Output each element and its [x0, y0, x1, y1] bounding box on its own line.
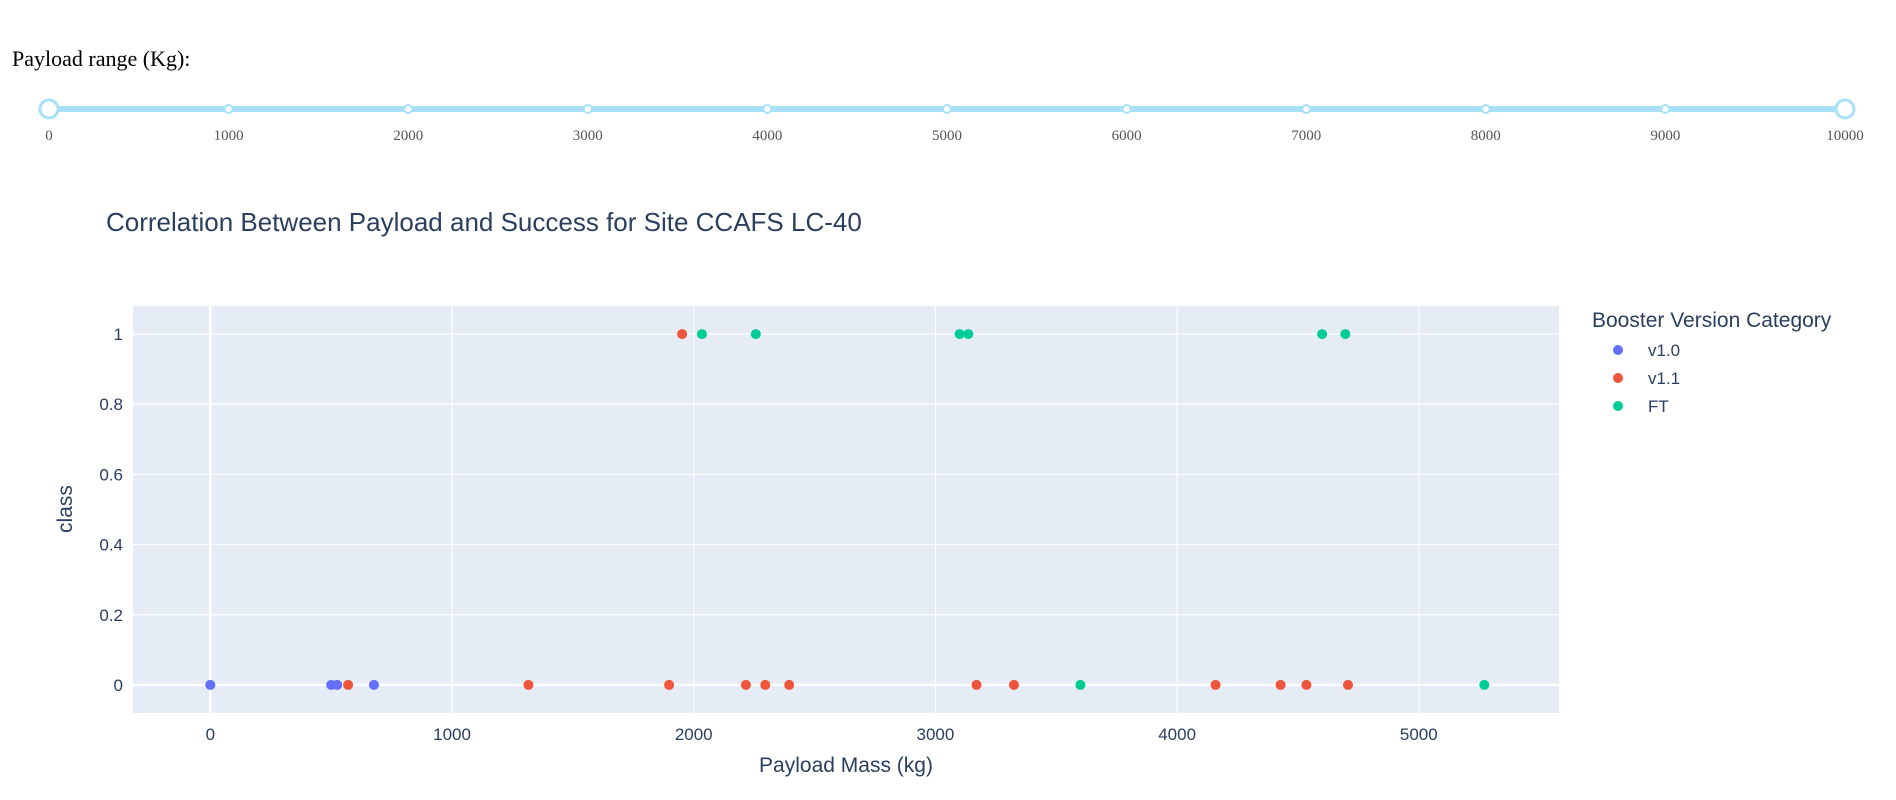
- data-point-ft[interactable]: [696, 329, 707, 340]
- legend-marker: [1613, 373, 1623, 383]
- slider-handle-min[interactable]: [38, 98, 60, 120]
- y-tick-label: 1: [114, 325, 123, 344]
- data-point-v1-1[interactable]: [343, 679, 354, 690]
- chart-title: Correlation Between Payload and Success …: [106, 207, 862, 237]
- legend-marker: [1613, 401, 1623, 411]
- slider-mark-label: 2000: [393, 128, 423, 144]
- slider-mark-label: 8000: [1471, 128, 1501, 144]
- data-point-ft[interactable]: [963, 329, 974, 340]
- data-point-v1-1[interactable]: [740, 679, 751, 690]
- data-point-v1-0[interactable]: [332, 679, 343, 690]
- slider-mark-label: 6000: [1112, 128, 1142, 144]
- slider-mark-label: 4000: [752, 128, 782, 144]
- slider-mark-dot[interactable]: [582, 104, 593, 114]
- x-tick-label: 1000: [433, 725, 471, 744]
- payload-range-slider[interactable]: 0 1000 2000 3000 4000 5000 6000 7000 8000 9000 100…: [0, 90, 1896, 240]
- data-point-ft[interactable]: [750, 329, 761, 340]
- legend-title: Booster Version Category: [1592, 309, 1832, 332]
- data-point-v1-1[interactable]: [1343, 679, 1354, 690]
- data-point-ft[interactable]: [1479, 679, 1490, 690]
- data-point-v1-1[interactable]: [677, 329, 688, 340]
- slider-mark-label: 9000: [1650, 128, 1680, 144]
- data-point-v1-1[interactable]: [1210, 679, 1221, 690]
- data-point-ft[interactable]: [1075, 679, 1086, 690]
- data-point-ft[interactable]: [1317, 329, 1328, 340]
- y-tick-label: 0.2: [99, 606, 123, 625]
- legend-item-v1-1[interactable]: v1.1: [1613, 369, 1680, 388]
- slider-mark-dot[interactable]: [1301, 104, 1312, 114]
- x-axis-title: Payload Mass (kg): [759, 754, 933, 777]
- data-point-v1-1[interactable]: [523, 679, 534, 690]
- data-point-v1-1[interactable]: [1008, 679, 1019, 690]
- slider-mark-dot[interactable]: [1480, 104, 1491, 114]
- slider-handle-max[interactable]: [1834, 98, 1856, 120]
- slider-mark-dot[interactable]: [942, 104, 952, 114]
- data-point-v1-1[interactable]: [971, 679, 982, 690]
- slider-mark-label: 0: [45, 128, 53, 144]
- x-tick-label: 5000: [1400, 725, 1438, 744]
- data-point-v1-1[interactable]: [1301, 679, 1312, 690]
- legend-item-v1-0[interactable]: v1.0: [1613, 341, 1680, 360]
- x-tick-label: 2000: [675, 725, 713, 744]
- legend-label: v1.1: [1648, 369, 1680, 388]
- y-axis-title: class: [54, 485, 77, 533]
- slider-mark-dot[interactable]: [762, 104, 773, 114]
- slider-mark-dot[interactable]: [1660, 104, 1671, 114]
- slider-mark-label: 1000: [214, 128, 244, 144]
- data-point-ft[interactable]: [1340, 329, 1351, 340]
- slider-mark-dot[interactable]: [403, 104, 414, 114]
- y-tick-label: 0.8: [99, 395, 123, 414]
- y-tick-label: 0.4: [99, 536, 123, 555]
- legend-item-ft[interactable]: FT: [1613, 397, 1669, 416]
- legend-label: FT: [1648, 397, 1669, 416]
- data-point-v1-1[interactable]: [760, 679, 771, 690]
- slider-mark-label: 7000: [1291, 128, 1321, 144]
- slider-mark-dot[interactable]: [223, 104, 234, 114]
- data-point-v1-1[interactable]: [664, 679, 675, 690]
- data-point-v1-0[interactable]: [368, 679, 379, 690]
- slider-mark-dot[interactable]: [1121, 104, 1132, 114]
- data-point-v1-0[interactable]: [205, 679, 216, 690]
- data-point-v1-1[interactable]: [1275, 679, 1286, 690]
- slider-mark-label: 3000: [573, 128, 603, 144]
- y-tick-label: 0.6: [99, 465, 123, 484]
- payload-success-scatter-chart: Correlation Between Payload and Success …: [54, 207, 1832, 777]
- payload-range-label: Payload range (Kg):: [12, 46, 191, 71]
- legend: Booster Version Category v1.0 v1.1 FT: [1592, 309, 1832, 416]
- plot-area: [133, 306, 1559, 713]
- x-tick-label: 4000: [1158, 725, 1196, 744]
- y-tick-label: 0: [114, 676, 123, 695]
- slider-mark-label: 10000: [1826, 128, 1864, 144]
- legend-label: v1.0: [1648, 341, 1680, 360]
- data-point-v1-1[interactable]: [784, 679, 795, 690]
- x-tick-label: 0: [206, 725, 215, 744]
- x-tick-label: 3000: [917, 725, 955, 744]
- data-point-ft[interactable]: [954, 329, 965, 340]
- legend-marker: [1613, 345, 1623, 355]
- slider-mark-label: 5000: [932, 128, 962, 144]
